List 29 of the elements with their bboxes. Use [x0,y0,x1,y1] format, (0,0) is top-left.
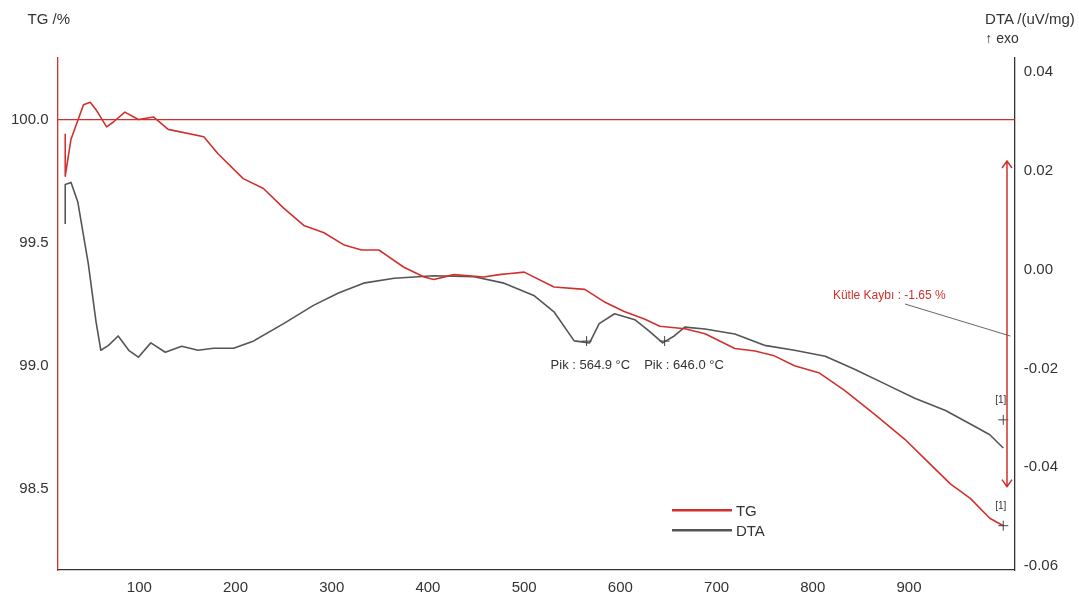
y-tick-label: 99.0 [19,355,49,373]
x-tick-label: 100 [126,578,152,596]
y-tick-label: 99.5 [19,232,49,250]
y2-tick-label: 0.02 [1023,161,1054,179]
annotation: [1] [995,393,1007,405]
y2-tick-label: -0.06 [1023,556,1059,574]
x-tick-label: 400 [415,578,441,596]
x-tick-label: 300 [319,578,345,596]
y-axis-title: TG /% [27,10,71,27]
x-tick-label: 500 [511,578,537,596]
y2-axis-title: DTA /(uV/mg) [985,10,1075,27]
x-tick-label: 700 [704,578,730,596]
annotation: [1] [995,499,1007,511]
annotation: Pik : 564.9 °C [550,357,631,373]
y2-tick-label: 0.00 [1023,259,1054,277]
legend-label: TG [735,501,757,519]
annotation: Kütle Kaybı : -1.65 % [832,288,946,303]
legend-label: DTA [735,521,765,539]
x-tick-label: 800 [800,578,826,596]
text: ↑ exo [985,30,1019,46]
y-tick-label: 100.0 [10,109,49,127]
y2-tick-label: 0.04 [1023,62,1054,80]
x-tick-label: 900 [896,578,922,596]
x-tick-label: 600 [607,578,633,596]
annotation: Pik : 646.0 °C [644,357,724,373]
x-tick-label: 200 [223,578,249,596]
y-tick-label: 98.5 [19,478,49,496]
y2-tick-label: -0.02 [1023,358,1059,376]
y2-tick-label: -0.04 [1023,457,1059,475]
